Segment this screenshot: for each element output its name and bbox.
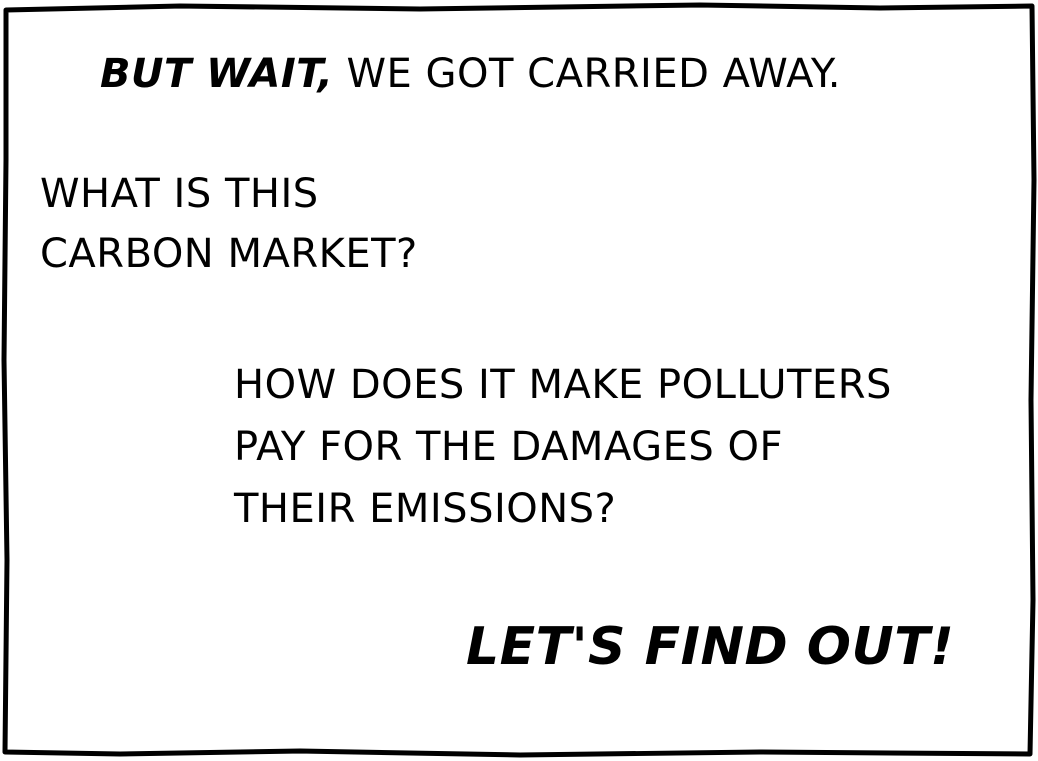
question-two-line: HOW DOES IT MAKE POLLUTERS: [234, 362, 892, 408]
question-two-line: THEIR EMISSIONS?: [234, 486, 617, 532]
question-two-line: PAY FOR THE DAMAGES OF: [234, 424, 783, 470]
intro-rest: WE GOT CARRIED AWAY.: [333, 51, 841, 97]
question-one-line: WHAT IS THIS: [40, 171, 319, 217]
question-one-line: CARBON MARKET?: [40, 231, 418, 277]
carbon-market-question: WHAT IS THIS CARBON MARKET?: [40, 164, 418, 284]
intro-caption: BUT WAIT, WE GOT CARRIED AWAY.: [100, 48, 841, 100]
intro-emphasis: BUT WAIT,: [100, 51, 334, 97]
polluters-pay-question: HOW DOES IT MAKE POLLUTERS PAY FOR THE D…: [234, 354, 892, 540]
outro-caption: LET'S FIND OUT!: [466, 617, 955, 677]
